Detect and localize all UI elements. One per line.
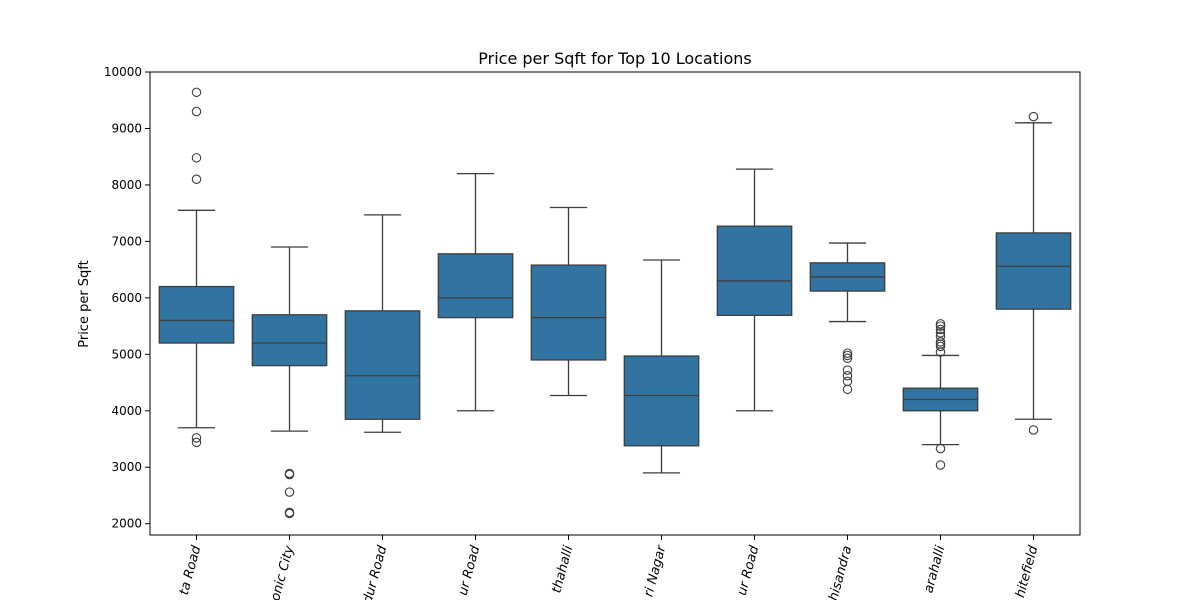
chart-title: Price per Sqft for Top 10 Locations (478, 49, 751, 68)
box-body (995, 232, 1072, 310)
outlier-point (935, 324, 946, 335)
outlier-point (191, 174, 202, 185)
box-body (251, 314, 328, 367)
box-body (716, 225, 793, 317)
x-tick-label: arahalli (921, 544, 948, 595)
y-tick-label: 6000 (111, 291, 142, 305)
box-10 (995, 111, 1072, 435)
plot-frame (149, 71, 1081, 536)
box-body (437, 253, 514, 319)
box-2 (251, 246, 328, 519)
box-6 (623, 259, 700, 474)
x-tick-label: onic City (268, 544, 297, 600)
outlier-point (842, 376, 853, 387)
outlier-point (842, 384, 853, 395)
y-tick-label: 7000 (111, 234, 142, 248)
outlier-point (191, 87, 202, 98)
outlier-point (284, 507, 295, 518)
outlier-point (1028, 111, 1039, 122)
box-body (623, 355, 700, 447)
y-tick-label: 4000 (111, 404, 142, 418)
y-tick-label: 3000 (111, 460, 142, 474)
outlier-point (842, 371, 853, 381)
x-axis: ta Road onic City dur Road ur Road thahalli r… (177, 535, 1042, 600)
outlier-point (842, 348, 853, 358)
boxes-group (158, 87, 1072, 519)
outlier-point (842, 353, 853, 364)
outlier-point (284, 487, 295, 497)
box-body (158, 285, 235, 344)
outlier-point (935, 319, 946, 329)
x-tick-label: hitefield (1013, 543, 1041, 599)
box-8 (809, 242, 886, 395)
box-body (530, 264, 607, 361)
outlier-point (191, 437, 202, 448)
box-body (344, 310, 421, 420)
outlier-point (935, 331, 946, 341)
outlier-point (935, 341, 946, 352)
box-9 (902, 319, 979, 470)
x-tick-label: dur Road (361, 543, 391, 600)
outlier-point (935, 460, 946, 470)
y-axis: 2000 3000 4000 5000 6000 7000 8000 9000 10000 (104, 65, 150, 531)
y-tick-label: 2000 (111, 517, 142, 531)
y-tick-label: 9000 (111, 121, 142, 135)
x-tick-label: thahalli (549, 544, 576, 595)
outlier-point (935, 337, 946, 347)
x-tick-label: ur Road (456, 543, 484, 597)
box-1 (158, 87, 235, 448)
outlier-point (842, 350, 853, 361)
box-3 (344, 214, 421, 433)
outlier-point (1028, 425, 1039, 435)
outlier-point (284, 468, 295, 479)
x-tick-label: hisandra (826, 544, 855, 600)
box-5 (530, 206, 607, 397)
x-tick-label: ri Nagar (641, 543, 669, 599)
y-tick-label: 5000 (111, 347, 142, 361)
outlier-point (191, 106, 202, 117)
y-tick-label: 8000 (111, 178, 142, 192)
y-axis-label: Price per Sqft (77, 260, 92, 348)
outlier-point (935, 328, 946, 338)
y-tick-label: 10000 (104, 65, 142, 79)
outlier-point (935, 321, 946, 331)
x-tick-label: ur Road (735, 543, 763, 597)
x-tick-label: ta Road (177, 543, 205, 596)
outlier-point (935, 443, 946, 454)
outlier-point (191, 433, 202, 443)
outlier-point (842, 365, 853, 375)
box-4 (437, 172, 514, 412)
box-7 (716, 168, 793, 412)
outlier-point (191, 153, 202, 163)
